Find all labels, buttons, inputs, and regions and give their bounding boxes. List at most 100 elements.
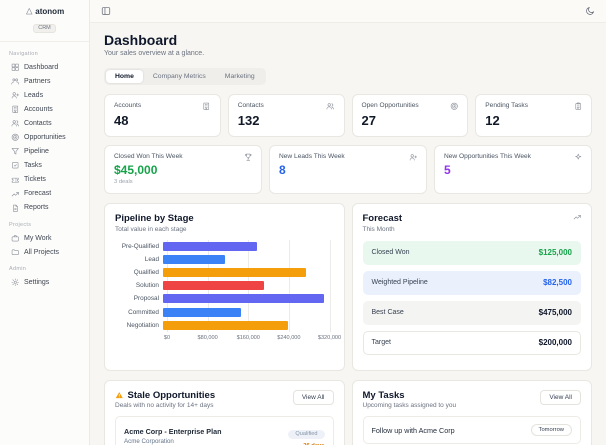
theme-toggle-moon-icon[interactable] bbox=[585, 6, 595, 16]
sidebar-item-leads[interactable]: Leads bbox=[9, 88, 80, 102]
sidebar-item-label: Accounts bbox=[24, 105, 53, 113]
trending-up-icon bbox=[11, 191, 19, 196]
sidebar-item-all-projects[interactable]: All Projects bbox=[9, 245, 80, 259]
forecast-rows: Closed Won $125,000 Weighted Pipeline $8… bbox=[362, 240, 581, 355]
sidebar: atonom CRM Navigation Dashboard Partners… bbox=[0, 0, 90, 445]
pipeline-plot: Pre-Qualified Lead Qualified Solution Propos… bbox=[115, 239, 334, 332]
stale-opportunities-panel: Stale Opportunities Deals with no activi… bbox=[104, 379, 345, 445]
chart-axis-tick: $160,000 bbox=[236, 334, 260, 341]
forecast-row-best-case: Best Case $475,000 bbox=[362, 300, 581, 325]
sidebar-item-contacts[interactable]: Contacts bbox=[9, 116, 80, 130]
chart-row: Pre-Qualified bbox=[115, 240, 334, 253]
tab-marketing[interactable]: Marketing bbox=[224, 73, 255, 80]
tab-home[interactable]: Home bbox=[106, 70, 143, 83]
stale-item[interactable]: Acme Corp - Enterprise Plan Acme Corpora… bbox=[115, 416, 334, 445]
warning-triangle-icon bbox=[115, 391, 123, 398]
sidebar-item-label: Forecast bbox=[24, 190, 52, 198]
stale-view-all-button[interactable]: View All bbox=[292, 389, 334, 405]
stat-value: 132 bbox=[237, 112, 260, 128]
chart-bar-track bbox=[163, 281, 330, 291]
stale-subtitle: Deals with no activity for 14+ days bbox=[115, 402, 214, 409]
sidebar-item-tasks[interactable]: Tasks bbox=[9, 159, 80, 173]
chart-category-label: Committed bbox=[128, 308, 159, 316]
week-note: 3 deals bbox=[114, 179, 133, 185]
sidebar-item-pipeline[interactable]: Pipeline bbox=[9, 145, 80, 159]
chart-category-label: Pre-Qualified bbox=[121, 242, 159, 250]
chart-category-label: Proposal bbox=[133, 295, 159, 303]
sidebar-item-label: Tickets bbox=[24, 176, 46, 184]
forecast-row-label: Target bbox=[371, 339, 391, 346]
gear-icon bbox=[11, 278, 19, 286]
sidebar-item-label: My Work bbox=[24, 234, 52, 242]
stale-title: Stale Opportunities bbox=[127, 389, 216, 401]
chart-bar-negotiation bbox=[163, 320, 288, 330]
sidebar-item-label: Dashboard bbox=[24, 63, 59, 71]
user-plus-icon bbox=[11, 92, 20, 99]
stat-value: 12 bbox=[485, 112, 500, 128]
chart-bar-committed bbox=[163, 307, 242, 317]
chart-category-label: Qualified bbox=[133, 268, 159, 276]
target-icon bbox=[450, 102, 458, 110]
my-tasks-panel: My Tasks Upcoming tasks assigned to you … bbox=[351, 379, 592, 445]
task-item[interactable]: Follow up with Acme Corp Tomorrow bbox=[362, 416, 581, 444]
ticket-icon bbox=[11, 177, 19, 183]
sidebar-item-forecast[interactable]: Forecast bbox=[9, 187, 80, 201]
gridline bbox=[288, 239, 290, 332]
stat-value: 27 bbox=[361, 112, 376, 128]
sidebar-item-tickets[interactable]: Tickets bbox=[9, 173, 80, 187]
sidebar-item-my-work[interactable]: My Work bbox=[9, 231, 80, 245]
chart-category-label: Solution bbox=[135, 282, 159, 290]
forecast-title: Forecast bbox=[362, 213, 403, 224]
card-new-opportunities-this-week: New Opportunities This Week 5 bbox=[434, 144, 592, 194]
stat-card-open-opportunities: Open Opportunities 27 bbox=[351, 94, 469, 137]
building-icon bbox=[12, 105, 19, 113]
dashboard-tabs: Home Company Metrics Marketing bbox=[104, 68, 266, 85]
chart-bar-qualified bbox=[163, 267, 307, 277]
sidebar-item-reports[interactable]: Reports bbox=[9, 201, 80, 215]
sidebar-item-dashboard[interactable]: Dashboard bbox=[9, 60, 80, 74]
stat-card-accounts: Accounts 48 bbox=[104, 94, 221, 137]
users-icon bbox=[326, 103, 334, 110]
users-icon bbox=[11, 120, 19, 127]
week-row: Closed Won This Week $45,000 3 deals New… bbox=[104, 144, 592, 194]
chart-bar-lead bbox=[163, 254, 226, 264]
week-label: New Leads This Week bbox=[279, 152, 345, 160]
funnel-icon bbox=[11, 148, 19, 155]
week-value: 8 bbox=[279, 163, 286, 177]
forecast-row-target: Target $200,000 bbox=[362, 330, 581, 355]
logo-text: atonom bbox=[35, 7, 65, 16]
chart-bar-proposal bbox=[163, 294, 325, 304]
chart-axis-tick: $80,000 bbox=[197, 334, 218, 341]
stage-badge: Qualified bbox=[288, 429, 325, 439]
sidebar-item-settings[interactable]: Settings bbox=[9, 275, 80, 289]
nav-section-label: Projects bbox=[9, 222, 32, 229]
chart-axis-tick: $0 bbox=[163, 334, 171, 341]
week-value: $45,000 bbox=[114, 163, 158, 177]
file-text-icon bbox=[13, 204, 18, 212]
week-label: Closed Won This Week bbox=[114, 152, 183, 160]
sidebar-item-opportunities[interactable]: Opportunities bbox=[9, 130, 80, 144]
bottom-row: Stale Opportunities Deals with no activi… bbox=[104, 379, 592, 445]
forecast-row-value: $82,500 bbox=[543, 278, 572, 287]
charts-row: Pipeline by Stage Total value in each st… bbox=[104, 203, 592, 371]
tab-company-metrics[interactable]: Company Metrics bbox=[152, 73, 206, 80]
nav-section-label: Admin bbox=[9, 266, 27, 273]
tasks-view-all-button[interactable]: View All bbox=[540, 389, 581, 405]
chart-title: Pipeline by Stage bbox=[115, 213, 194, 224]
sidebar-item-label: Contacts bbox=[24, 119, 52, 127]
sidebar-item-label: Settings bbox=[24, 278, 50, 286]
sparkle-icon bbox=[574, 153, 581, 159]
forecast-row-weighted-pipeline: Weighted Pipeline $82,500 bbox=[362, 270, 581, 295]
trending-up-icon bbox=[573, 215, 581, 220]
stat-label: Pending Tasks bbox=[485, 102, 529, 109]
chart-category-label: Negotiation bbox=[126, 321, 159, 329]
sidebar-nav: Navigation Dashboard Partners Leads Acco… bbox=[0, 42, 89, 291]
sidebar-item-accounts[interactable]: Accounts bbox=[9, 102, 80, 116]
pipeline-axis: $0 $80,000 $160,000 $240,000 $320,000 bbox=[163, 334, 341, 344]
sidebar-item-label: Pipeline bbox=[24, 148, 49, 156]
sidebar-item-partners[interactable]: Partners bbox=[9, 74, 80, 88]
sidebar-item-label: Opportunities bbox=[24, 134, 66, 142]
chart-bar-pre-qualified bbox=[163, 241, 257, 251]
card-closed-won-this-week: Closed Won This Week $45,000 3 deals bbox=[104, 144, 262, 194]
sidebar-toggle-icon[interactable] bbox=[101, 6, 111, 16]
